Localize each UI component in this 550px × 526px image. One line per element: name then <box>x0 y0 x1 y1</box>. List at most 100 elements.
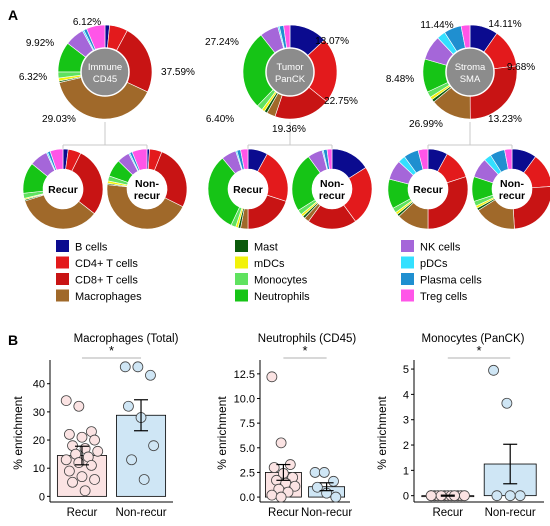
percent-label: 37.59% <box>161 67 195 78</box>
data-point <box>309 467 321 478</box>
legend-swatch <box>401 240 414 252</box>
legend-swatch <box>235 240 248 252</box>
percent-label: 9.68% <box>507 62 535 73</box>
legend-label: Treg cells <box>420 291 468 303</box>
data-point <box>138 474 150 485</box>
y-tick-label: 0 <box>39 491 45 503</box>
legend-item: mDCs <box>235 256 285 270</box>
y-tick-label: 0 <box>403 491 409 503</box>
data-point <box>67 476 78 488</box>
data-point <box>330 491 342 503</box>
subchart-label: recur <box>134 190 160 202</box>
center-disc <box>445 47 495 97</box>
y-tick-label: 10 <box>33 463 45 475</box>
subchart-label: recur <box>319 190 345 202</box>
percent-label: 29.03% <box>42 114 76 125</box>
percent-label: 13.07% <box>315 36 349 47</box>
data-point <box>311 481 323 493</box>
legend-item: Mast <box>235 240 278 254</box>
significance-marker: * <box>109 343 114 358</box>
y-tick-label: 2.5 <box>240 467 255 479</box>
legend-swatch <box>235 273 248 285</box>
data-point <box>89 434 100 446</box>
legend-swatch <box>401 273 414 285</box>
data-point <box>145 369 156 381</box>
legend-label: NK cells <box>420 242 461 254</box>
data-point <box>289 480 301 492</box>
y-tick-label: 20 <box>33 435 45 447</box>
legend-label: B cells <box>75 242 108 254</box>
panel-a-label: A <box>8 7 18 23</box>
data-point <box>491 490 503 502</box>
legend-item: Treg cells <box>401 289 468 303</box>
subchart-label: Non- <box>500 178 524 190</box>
x-tick-label: Non-recur <box>301 507 352 519</box>
subchart-label: Recur <box>233 184 263 196</box>
center-label: Immune <box>88 62 122 73</box>
data-point <box>132 361 144 373</box>
donut-hole <box>127 169 167 209</box>
y-tick-label: 7.5 <box>240 418 255 430</box>
percent-label: 22.75% <box>324 96 358 107</box>
significance-marker: * <box>302 343 307 358</box>
donut-hole <box>312 169 352 209</box>
legend-item: Plasma cells <box>401 273 482 287</box>
y-tick-label: 12.5 <box>234 369 255 381</box>
percent-label: 8.48% <box>386 74 414 85</box>
subchart-label: Non- <box>135 178 159 190</box>
center-label: CD45 <box>93 74 117 85</box>
legend-label: CD8+ T cells <box>75 275 138 287</box>
center-label: Tumor <box>276 62 303 73</box>
bar-chart-title: Neutrophils (CD45) <box>258 333 357 345</box>
y-axis-label: % enrichment <box>11 396 25 470</box>
center-label: Stroma <box>455 62 486 73</box>
legend-swatch <box>235 289 248 302</box>
legend-label: Mast <box>254 242 278 254</box>
data-point <box>266 371 278 383</box>
data-point <box>318 467 330 478</box>
x-tick-label: Non-recur <box>115 507 166 519</box>
bar-chart-macrophages: Macrophages (Total) % enrichment 0 10 20 30 40… <box>11 333 179 519</box>
panel-b-bar-charts: Macrophages (Total)% enrichment010203040… <box>11 333 544 519</box>
data-point <box>60 454 72 466</box>
data-point <box>60 395 72 407</box>
subchart-label: recur <box>499 190 525 202</box>
center-disc <box>80 47 130 97</box>
data-point <box>76 471 88 483</box>
data-point <box>63 429 75 440</box>
center-disc <box>265 47 315 97</box>
panel-b-label: B <box>8 332 18 348</box>
legend-item: Macrophages <box>56 289 142 303</box>
bar-chart-monocytes: Monocytes (PanCK) % enrichment 0 1 2 3 4 5 * Recu… <box>375 333 544 519</box>
legend-item: NK cells <box>401 240 461 254</box>
legend-swatch <box>56 240 69 252</box>
data-point <box>119 361 131 373</box>
data-point <box>92 445 104 457</box>
y-tick-label: 1 <box>403 465 409 477</box>
subchart-label: Non- <box>320 178 344 190</box>
data-point <box>275 491 287 503</box>
center-label: SMA <box>460 74 481 85</box>
data-point <box>459 490 470 502</box>
legend-item: pDCs <box>401 256 448 270</box>
legend-swatch <box>56 273 69 285</box>
percent-label: 6.40% <box>206 114 234 125</box>
x-tick-label: Recur <box>432 507 463 519</box>
percent-label: 27.24% <box>205 37 239 48</box>
donut-hole <box>228 169 268 209</box>
y-tick-label: 10.0 <box>234 394 255 406</box>
legend-item: B cells <box>56 240 108 254</box>
legend-item: CD8+ T cells <box>56 273 138 287</box>
legend-swatch <box>235 256 248 269</box>
y-tick-label: 0.0 <box>240 492 255 504</box>
data-point <box>275 437 287 449</box>
data-point <box>504 490 516 502</box>
y-tick-label: 2 <box>403 440 409 452</box>
data-point <box>123 400 134 412</box>
legend-label: Monocytes <box>254 275 308 287</box>
y-tick-label: 40 <box>33 379 45 391</box>
